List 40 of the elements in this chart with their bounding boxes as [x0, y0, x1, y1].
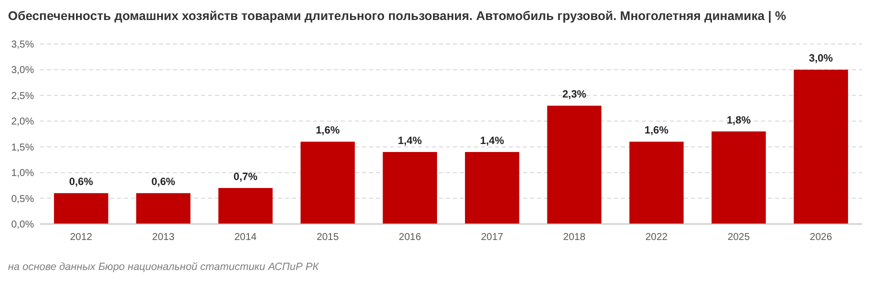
data-label: 0,7% [234, 171, 258, 183]
y-tick-label: 1,0% [11, 168, 34, 180]
data-label: 1,8% [726, 114, 752, 126]
bar [794, 70, 848, 224]
data-label: 0,6% [151, 176, 176, 188]
x-tick-label: 2018 [563, 232, 586, 243]
x-tick-label: 2013 [152, 232, 175, 243]
data-label: 1,4% [398, 135, 423, 147]
data-label: 1,6% [316, 124, 340, 137]
chart-title: Обеспеченность домашних хозяйств товарами длительного пользования. Автомобиль грузовой. Многолетняя динамика | % [8, 9, 786, 23]
y-tick-label: 0,0% [11, 220, 34, 230]
bar [300, 142, 355, 224]
x-tick-label: 2017 [480, 232, 504, 243]
data-label: 0,6% [69, 176, 94, 188]
data-label: 1,6% [644, 124, 670, 137]
text: на основе данных Бюро национальной статистики АСПиР РК [8, 261, 320, 273]
bar [54, 193, 108, 224]
bar [629, 142, 684, 224]
x-tick-label: 2015 [316, 232, 340, 243]
bar [136, 193, 190, 224]
y-tick-label: 3,5% [11, 40, 34, 50]
x-tick-label: 2026 [810, 232, 832, 243]
bar [382, 152, 438, 224]
x-tick-label: 2016 [398, 232, 422, 243]
data-label: 3,0% [808, 52, 834, 65]
x-tick-label: 2014 [234, 232, 258, 243]
y-tick-label: 2,5% [11, 90, 34, 102]
bar [547, 106, 602, 224]
y-tick-label: 2,0% [11, 116, 34, 128]
data-label: 2,3% [562, 88, 587, 101]
data-label: 1,4% [480, 135, 505, 147]
y-tick-label: 0,5% [11, 194, 34, 205]
x-tick-label: 2022 [645, 232, 668, 243]
y-tick-label: 3,0% [11, 65, 34, 76]
bar [464, 152, 520, 224]
bar [712, 131, 766, 224]
x-tick-label: 2025 [728, 232, 750, 243]
bar [218, 188, 273, 224]
y-tick-label: 1,5% [11, 142, 34, 154]
x-tick-label: 2012 [70, 232, 93, 243]
